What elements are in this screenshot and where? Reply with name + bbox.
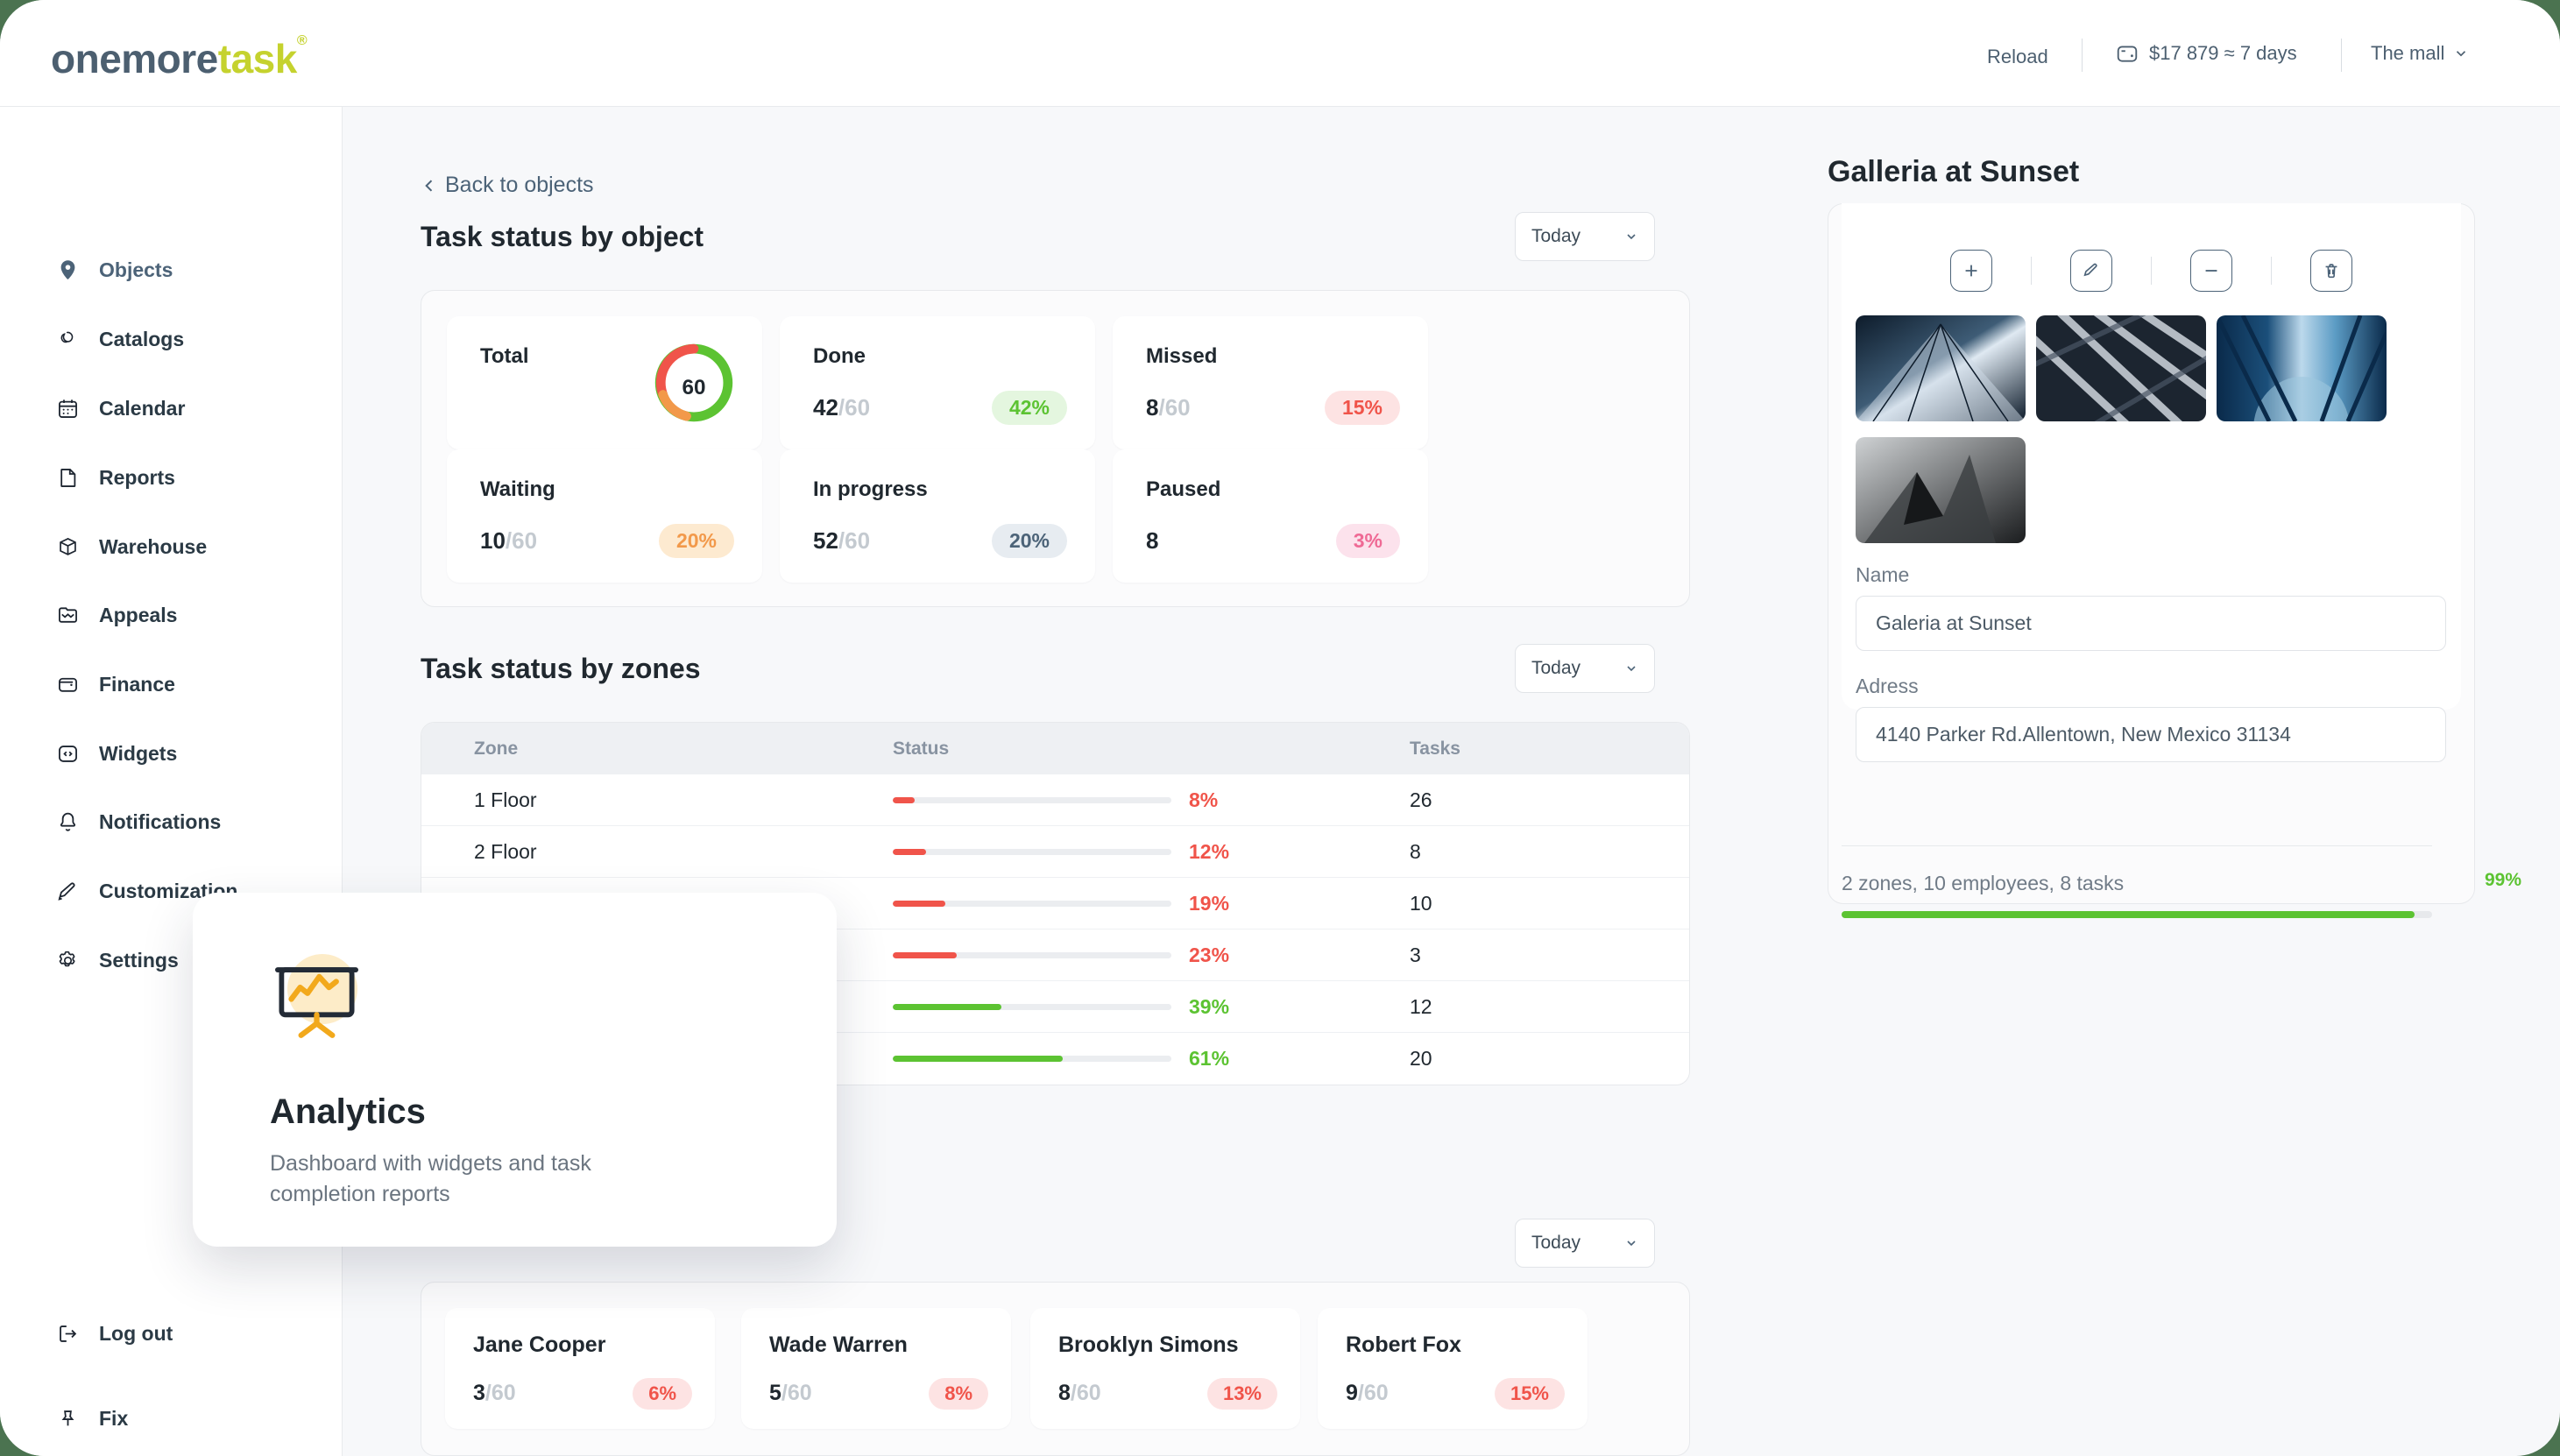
svg-text:60: 60 xyxy=(682,376,706,399)
